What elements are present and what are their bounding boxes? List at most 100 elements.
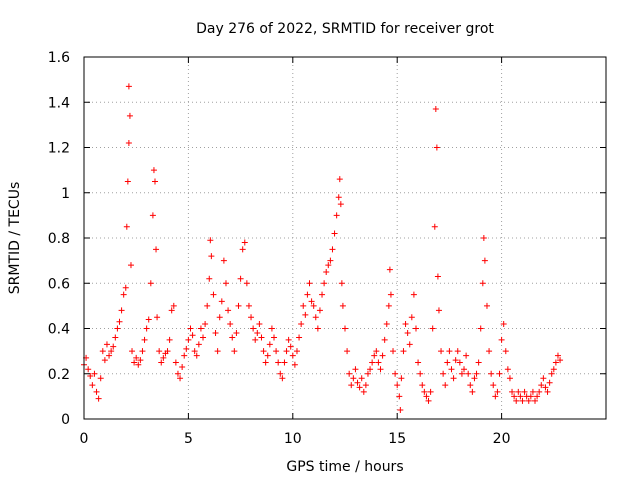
data-point xyxy=(174,370,181,377)
data-point xyxy=(377,366,384,373)
data-point xyxy=(135,361,142,368)
grid-lines xyxy=(84,57,606,419)
y-tick-label: 0.6 xyxy=(48,276,70,292)
data-point xyxy=(358,375,365,382)
data-point xyxy=(308,298,315,305)
data-point xyxy=(231,348,238,355)
y-tick-label: 1 xyxy=(61,186,70,202)
data-point xyxy=(258,334,265,341)
data-point xyxy=(452,357,459,364)
data-point xyxy=(149,212,156,219)
data-point xyxy=(434,273,441,280)
data-point xyxy=(264,352,271,359)
data-point xyxy=(95,395,102,402)
data-point xyxy=(386,266,393,273)
data-point xyxy=(304,291,311,298)
data-point xyxy=(197,325,204,332)
data-point xyxy=(362,382,369,389)
data-point xyxy=(120,291,127,298)
data-point xyxy=(521,388,528,395)
data-point xyxy=(356,384,363,391)
data-point xyxy=(379,352,386,359)
data-point xyxy=(239,246,246,253)
data-point xyxy=(465,370,472,377)
data-point xyxy=(170,302,177,309)
data-point xyxy=(346,370,353,377)
data-point xyxy=(375,359,382,366)
data-point xyxy=(481,257,488,264)
data-point xyxy=(519,397,526,404)
data-point xyxy=(479,280,486,287)
data-point xyxy=(310,302,317,309)
data-point xyxy=(168,307,175,314)
data-point xyxy=(483,302,490,309)
data-point xyxy=(250,325,257,332)
data-point xyxy=(137,357,144,364)
data-point xyxy=(415,359,422,366)
data-point xyxy=(193,352,200,359)
data-point xyxy=(214,348,221,355)
data-point xyxy=(112,334,119,341)
data-point xyxy=(417,370,424,377)
data-point xyxy=(153,246,160,253)
data-point xyxy=(398,375,405,382)
data-point xyxy=(458,370,465,377)
data-point xyxy=(402,320,409,327)
data-point xyxy=(122,284,129,291)
data-point xyxy=(546,379,553,386)
data-point xyxy=(498,336,505,343)
y-tick-label: 0 xyxy=(61,412,70,428)
data-point xyxy=(195,341,202,348)
data-point xyxy=(229,334,236,341)
data-point xyxy=(200,334,207,341)
data-point xyxy=(296,334,303,341)
data-point xyxy=(331,230,338,237)
data-point xyxy=(404,330,411,337)
data-point xyxy=(293,348,300,355)
data-point xyxy=(160,354,167,361)
data-point xyxy=(177,375,184,382)
data-point xyxy=(339,302,346,309)
data-point xyxy=(316,307,323,314)
data-point xyxy=(329,246,336,253)
data-point xyxy=(506,375,513,382)
data-point xyxy=(106,352,113,359)
data-point xyxy=(480,235,487,241)
data-point xyxy=(442,382,449,389)
y-tick-label: 0.4 xyxy=(48,322,70,338)
data-point xyxy=(158,359,165,366)
data-point xyxy=(139,348,146,355)
x-tick-label: 20 xyxy=(493,431,511,447)
data-point xyxy=(538,382,545,389)
data-point xyxy=(494,388,501,395)
data-point xyxy=(438,348,445,355)
data-point xyxy=(189,332,196,339)
data-point xyxy=(300,302,307,309)
data-point xyxy=(245,302,252,309)
data-point xyxy=(147,280,154,287)
y-tick-label: 1.6 xyxy=(48,50,70,66)
data-point xyxy=(93,388,100,395)
data-point xyxy=(207,237,214,244)
data-point xyxy=(421,388,428,395)
data-point xyxy=(129,348,136,355)
data-point xyxy=(302,311,309,318)
data-point xyxy=(425,397,432,404)
chart-title: Day 276 of 2022, SRMTID for receiver gro… xyxy=(196,21,494,37)
data-point xyxy=(373,348,380,355)
data-point xyxy=(461,366,468,373)
data-point xyxy=(348,382,355,389)
data-point xyxy=(287,343,294,350)
data-point xyxy=(233,330,240,337)
data-points xyxy=(81,83,564,413)
data-point xyxy=(410,291,417,298)
data-point xyxy=(89,382,96,389)
data-point xyxy=(544,388,551,395)
x-tick-label: 5 xyxy=(184,431,193,447)
data-point xyxy=(212,330,219,337)
data-point xyxy=(266,341,273,348)
data-point xyxy=(325,262,332,269)
data-point xyxy=(262,359,269,366)
data-point xyxy=(127,262,134,269)
data-point xyxy=(218,298,225,305)
